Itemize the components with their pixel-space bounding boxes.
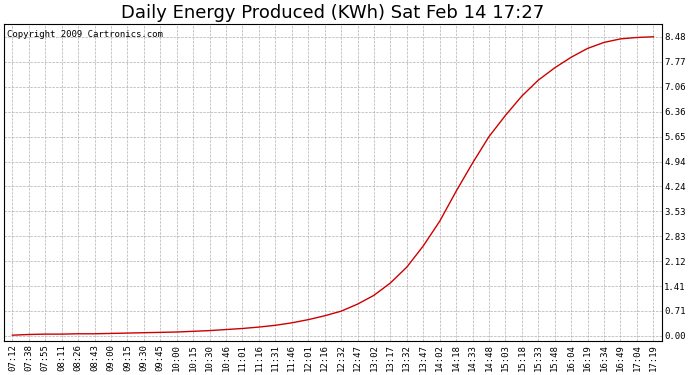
Title: Daily Energy Produced (KWh) Sat Feb 14 17:27: Daily Energy Produced (KWh) Sat Feb 14 1… [121,4,544,22]
Text: Copyright 2009 Cartronics.com: Copyright 2009 Cartronics.com [8,30,164,39]
